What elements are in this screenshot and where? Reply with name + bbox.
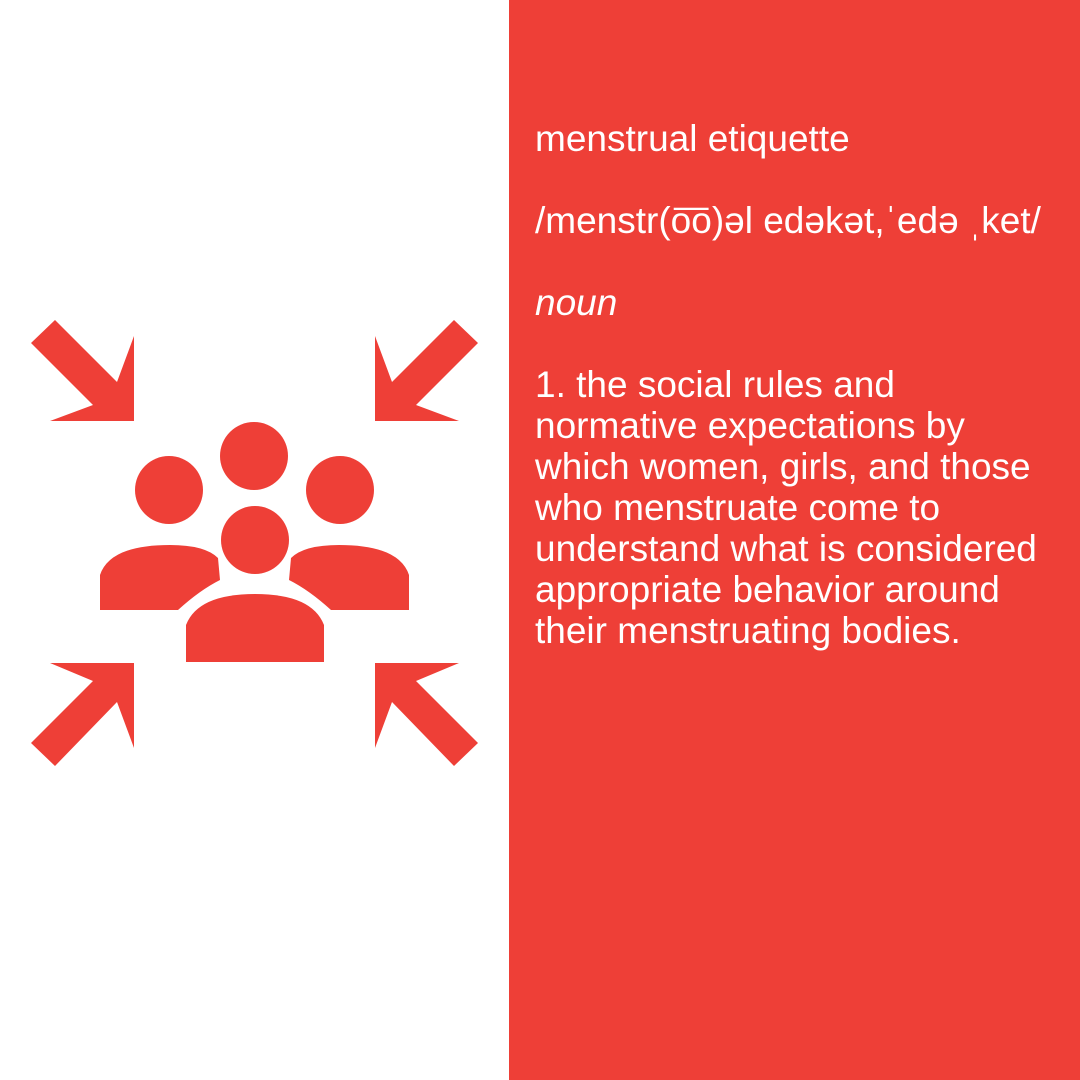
dictionary-entry: menstrual etiquette /menstr(o͞o)əl edəkə… [535,118,1065,651]
definition-sense: 1. the social rules and normative expect… [535,364,1037,651]
illustration-panel [0,0,509,1080]
gathering-point-icon [31,320,478,766]
spacer [535,323,1065,364]
spacer [535,159,1065,200]
pronunciation-text: /menstr(o͞o)əl edəkət,ˈedə ˌket/ [535,200,1041,241]
spacer [535,241,1065,282]
term-heading: menstrual etiquette [535,118,850,159]
part-of-speech: noun [535,282,618,323]
definition-panel: menstrual etiquette /menstr(o͞o)əl edəkə… [509,0,1080,1080]
